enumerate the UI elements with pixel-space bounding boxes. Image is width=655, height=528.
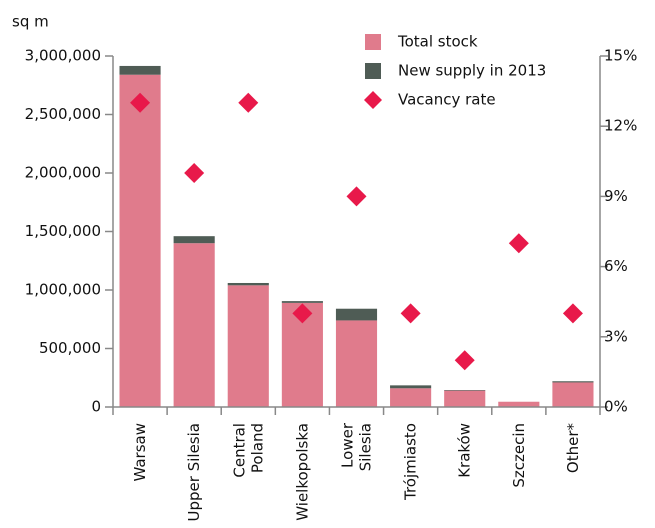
y-tick-label: 500,000 [39,339,101,357]
vacancy-marker [130,92,151,113]
bar-segment [119,74,161,407]
y2-tick-label: 3% [604,327,628,345]
y-tick-label: 2,000,000 [25,164,101,182]
y2-tick-label: 15% [604,47,637,65]
bar-segment [227,282,269,286]
x-tick-label: LowerSilesia [338,422,374,471]
bar-segment [552,381,594,383]
legend-swatch [365,34,381,50]
bar-segment [119,65,161,75]
bar-segment [173,243,215,407]
bar-segment [335,308,378,321]
legend-swatch [365,63,381,79]
y2-tick-label: 9% [604,187,628,205]
y-tick-label: 1,000,000 [25,281,101,299]
y2-tick-label: 12% [604,117,637,135]
bar-segment [390,385,432,389]
bar-segment [444,390,486,391]
vacancy-marker [184,163,205,183]
legend-label: New supply in 2013 [398,62,546,80]
y-tick-label: 1,500,000 [25,222,101,240]
x-tick-label: Other* [563,423,581,474]
x-tick-label: CentralPoland [230,423,266,478]
legend-marker [364,91,382,109]
vacancy-marker [238,92,259,113]
x-tick-label: Upper Silesia [185,423,203,521]
y-tick-label: 0 [91,398,101,416]
x-tick-label: Szczecin [509,423,527,488]
bar-segment [498,401,540,407]
y-unit-label: sq m [12,13,49,31]
bar-segment [335,320,378,407]
vacancy-marker [508,233,529,254]
x-tick-label: Kraków [455,423,473,478]
bar-segment [390,388,432,407]
y2-tick-label: 0% [604,398,628,416]
vacancy-marker [400,303,421,324]
legend-label: Vacancy rate [398,91,496,109]
bar-segment [552,382,594,407]
y-tick-label: 2,500,000 [25,105,101,123]
legend-label: Total stock [397,33,478,51]
bar-segment [444,390,486,407]
x-tick-label: Warsaw [131,423,149,482]
bar-segment [281,301,323,303]
vacancy-marker [346,186,367,207]
y-tick-label: 3,000,000 [25,47,101,65]
vacancy-marker [562,303,583,324]
x-tick-label: Wielkopolska [293,423,311,521]
vacancy-marker [292,303,313,324]
y2-tick-label: 6% [604,257,628,275]
vacancy-marker [454,350,475,371]
x-tick-label: Trójmiasto [401,423,419,501]
bar-segment [227,285,269,407]
bar-segment [173,236,215,244]
